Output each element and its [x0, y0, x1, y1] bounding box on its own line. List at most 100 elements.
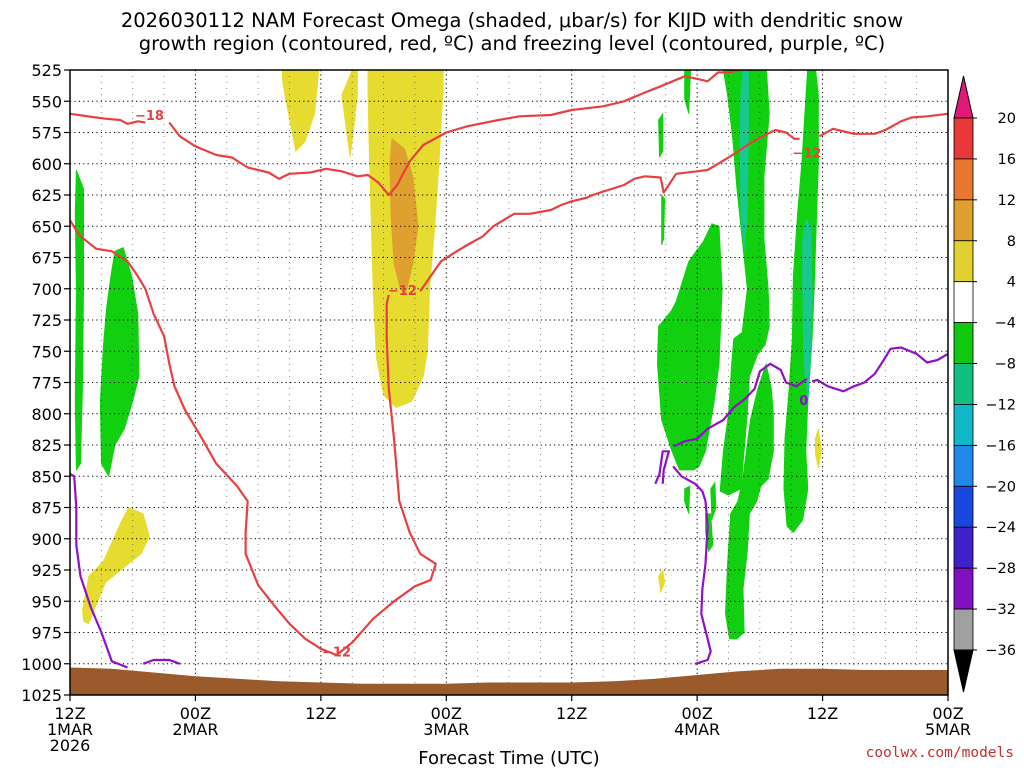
colorbar-swatch: [953, 199, 974, 242]
colorbar-label: −36: [985, 643, 1016, 659]
chart-title-line-1: 2026030112 NAM Forecast Omega (shaded, μ…: [121, 9, 903, 32]
xtick-label: 12Z: [807, 704, 838, 723]
ytick-label: 800: [31, 405, 62, 424]
colorbar-label: −28: [985, 561, 1016, 577]
contours: −18 −12 −12 −12 0: [70, 70, 948, 669]
xtick-label: 12Z: [54, 704, 85, 723]
xtick-label: 2026: [50, 736, 91, 755]
ytick-label: 850: [31, 467, 62, 486]
ytick-label: 875: [31, 499, 62, 518]
freezing-contour-4: [673, 362, 808, 448]
xtick-label: 00Z: [180, 704, 211, 723]
ytick-label: 675: [31, 249, 62, 268]
xtick-label: 4MAR: [674, 720, 720, 739]
ytick-label: 700: [31, 280, 62, 299]
freezing-contour-3: [672, 465, 712, 665]
omega-region-orange: [389, 138, 419, 296]
colorbar-swatch: [953, 608, 974, 651]
omega-region-yellow: [341, 70, 358, 158]
omega-region-green: [710, 481, 717, 521]
ytick-label: 1000: [21, 655, 62, 674]
ytick-label: 525: [31, 61, 62, 80]
plot-grid: [69, 69, 949, 696]
omega-region-green: [684, 485, 691, 514]
terrain-surface: [70, 667, 948, 695]
colorbar: 20 16 12 8 4 −4 −8 −12 −16 −20 −24 −28 −32 −36: [953, 75, 1016, 693]
ytick-label: 925: [31, 561, 62, 580]
xtick-label: 12Z: [556, 704, 587, 723]
omega-region-green: [724, 362, 774, 640]
ytick-label: 575: [31, 124, 62, 143]
colorbar-label: 8: [1007, 234, 1016, 250]
freezing-contour-2: [654, 450, 671, 485]
colorbar-swatch: [953, 281, 974, 324]
omega-region-green: [684, 70, 692, 114]
freezing-contour-5: [811, 346, 948, 393]
colorbar-bottom-arrow: [953, 649, 974, 693]
freezing-contour-0: [70, 472, 128, 669]
omega-region-teal: [739, 70, 749, 252]
colorbar-swatch: [953, 485, 974, 528]
xtick-label: 12Z: [305, 704, 336, 723]
ytick-label: 900: [31, 530, 62, 549]
contour-label: 0: [799, 394, 808, 409]
omega-region-green: [783, 70, 819, 534]
xtick-label: 00Z: [681, 704, 712, 723]
colorbar-label: 12: [998, 193, 1016, 209]
dgz-contour-3: [419, 128, 800, 292]
dgz-contour-0: [70, 112, 146, 125]
x-axis-label: Forecast Time (UTC): [418, 748, 599, 768]
freezing-contour-1: [142, 658, 181, 665]
omega-region-green: [719, 70, 770, 496]
colorbar-label: 4: [1007, 275, 1016, 291]
colorbar-swatch: [953, 117, 974, 160]
colorbar-label: 20: [998, 111, 1016, 127]
omega-region-yellow: [82, 506, 150, 625]
contour-label: −12: [322, 645, 351, 660]
ytick-label: 950: [31, 592, 62, 611]
colorbar-swatch: [953, 444, 974, 487]
colorbar-label: −12: [985, 397, 1016, 413]
colorbar-label: 16: [998, 152, 1016, 168]
xtick-label: 1MAR: [47, 720, 93, 739]
colorbar-label: −4: [995, 316, 1016, 332]
ytick-label: 825: [31, 436, 62, 455]
dgz-contour-4: [818, 112, 948, 138]
ytick-label: 550: [31, 92, 62, 111]
ytick-label: 750: [31, 342, 62, 361]
contour-label: −12: [388, 284, 417, 299]
colorbar-label: −32: [985, 602, 1016, 618]
omega-region-green: [658, 112, 664, 158]
y-axis-ticks: 525 550 575 600 625 650 675 700 725 750 775 800 825 8…: [21, 61, 70, 705]
omega-region-green: [661, 193, 666, 246]
chart-title-line-2: growth region (contoured, red, ºC) and f…: [139, 32, 886, 55]
xtick-label: 00Z: [431, 704, 462, 723]
xtick-label: 2MAR: [172, 720, 218, 739]
omega-region-teal: [802, 219, 813, 402]
omega-region-yellow: [814, 428, 822, 468]
omega-region-yellow: [281, 70, 320, 153]
contour-label: −12: [792, 147, 821, 162]
colorbar-label: −8: [995, 357, 1016, 373]
ytick-label: 600: [31, 155, 62, 174]
colorbar-swatch: [953, 240, 974, 283]
xtick-label: 00Z: [932, 704, 963, 723]
dgz-contour-2: [70, 219, 437, 657]
colorbar-swatch: [953, 322, 974, 364]
omega-region-yellow: [658, 568, 666, 595]
colorbar-swatch: [953, 363, 974, 405]
terrain-fill: [70, 667, 948, 695]
ytick-label: 625: [31, 186, 62, 205]
credit-text: coolwx.com/models: [866, 745, 1014, 761]
colorbar-top-arrow: [953, 75, 974, 119]
ytick-label: 975: [31, 624, 62, 643]
dgz-contour-1: [168, 70, 744, 197]
xtick-label: 5MAR: [925, 720, 971, 739]
colorbar-swatch: [953, 404, 974, 446]
xtick-label: 3MAR: [423, 720, 469, 739]
colorbar-swatch: [953, 526, 974, 569]
contour-label: −18: [135, 109, 164, 124]
colorbar-swatch: [953, 158, 974, 201]
